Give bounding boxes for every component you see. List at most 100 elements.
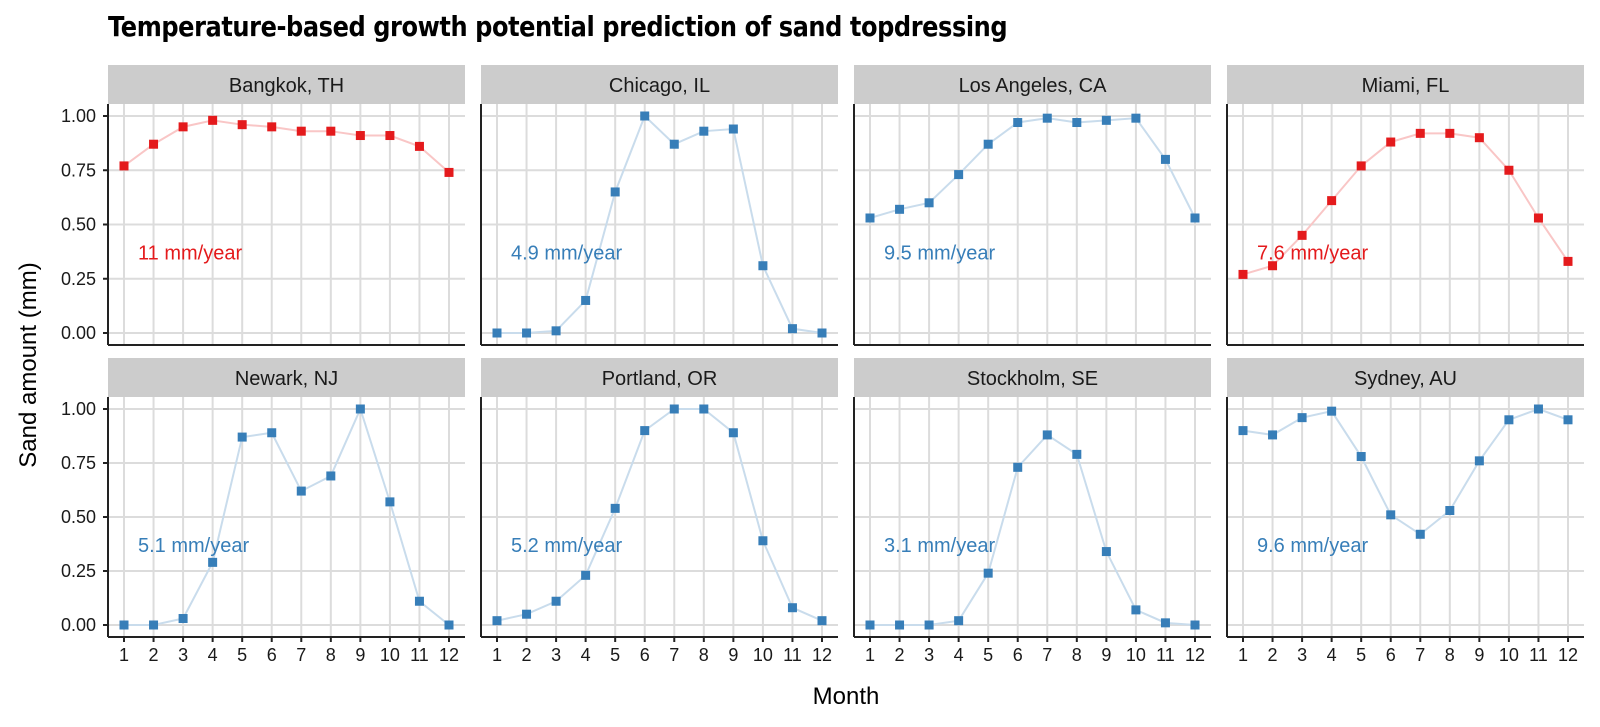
data-point — [522, 328, 532, 338]
data-point — [640, 111, 650, 121]
x-tick-label: 5 — [1356, 645, 1366, 665]
data-point — [581, 570, 591, 580]
data-point — [1504, 415, 1514, 425]
data-point — [954, 170, 964, 180]
data-point — [551, 326, 561, 336]
data-point — [1533, 404, 1543, 414]
data-point — [492, 328, 502, 338]
x-tick-label: 1 — [1238, 645, 1248, 665]
series-line — [870, 433, 1196, 626]
data-point — [326, 126, 336, 136]
data-point — [1101, 547, 1111, 557]
data-point — [787, 324, 797, 334]
data-point — [1013, 462, 1023, 472]
facet-panel: Los Angeles, CA 9.5 mm/year — [853, 65, 1211, 346]
data-point — [954, 616, 964, 626]
facet-strip-label: Stockholm, SE — [967, 368, 1098, 390]
data-point — [699, 126, 709, 136]
x-tick-label: 12 — [1185, 645, 1205, 665]
data-point — [1356, 161, 1366, 171]
data-point — [1042, 430, 1052, 440]
y-axis-title: Sand amount (mm) — [15, 262, 42, 467]
series-line — [123, 119, 450, 174]
x-tick-label: 9 — [1101, 645, 1111, 665]
data-point — [1386, 510, 1396, 520]
series-line — [1242, 132, 1569, 276]
x-tick-label: 4 — [954, 645, 964, 665]
facet-panel: Sydney, AU1 2 3 4 5 6 7 8 9 10 11 129.6 mm/year — [1226, 358, 1584, 665]
data-point — [669, 404, 679, 414]
x-tick-label: 10 — [1499, 645, 1519, 665]
data-point — [1415, 529, 1425, 539]
x-tick-label: 3 — [178, 645, 188, 665]
x-tick-label: 5 — [237, 645, 247, 665]
y-tick-label: 0.75 — [61, 160, 96, 180]
facet-panel: Stockholm, SE1 2 3 4 5 6 7 8 9 10 11 123.1 mm/year — [853, 358, 1211, 665]
annual-total-label: 11 mm/year — [138, 243, 242, 265]
x-tick-label: 6 — [1386, 645, 1396, 665]
y-tick-label: 0.00 — [61, 615, 96, 635]
x-tick-label: 12 — [439, 645, 459, 665]
data-point — [385, 131, 395, 141]
data-point — [728, 428, 738, 438]
facet-strip — [1227, 358, 1584, 397]
facet-strip — [108, 65, 465, 104]
facet-strip-label: Sydney, AU — [1354, 368, 1457, 390]
data-point — [1474, 456, 1484, 466]
data-point — [1474, 133, 1484, 143]
y-tick-label: 0.50 — [61, 507, 96, 527]
data-point — [1415, 128, 1425, 138]
facet-strip — [108, 358, 465, 397]
facet-panel: Bangkok, TH 0.00 0.25 0.50 0.75 1.00 11 mm/yea… — [61, 65, 465, 346]
data-point — [699, 404, 709, 414]
data-point — [178, 614, 188, 624]
data-point — [758, 261, 768, 271]
data-point — [1356, 452, 1366, 462]
x-tick-label: 10 — [753, 645, 773, 665]
data-point — [817, 328, 827, 338]
annual-total-label: 9.5 mm/year — [884, 243, 995, 265]
data-point — [669, 139, 679, 149]
data-point — [178, 122, 188, 132]
data-point — [355, 404, 365, 414]
data-point — [1013, 118, 1023, 128]
facet-strip-label: Portland, OR — [602, 368, 718, 390]
data-point — [1131, 113, 1141, 123]
x-tick-label: 11 — [410, 645, 429, 665]
x-tick-label: 6 — [1013, 645, 1023, 665]
x-tick-label: 7 — [1042, 645, 1052, 665]
facet-strip-label: Los Angeles, CA — [959, 75, 1108, 97]
y-tick-label: 0.75 — [61, 453, 96, 473]
x-tick-label: 8 — [1445, 645, 1455, 665]
x-tick-label: 7 — [1415, 645, 1425, 665]
data-point — [149, 620, 159, 630]
data-point — [208, 115, 218, 125]
x-tick-label: 8 — [1072, 645, 1082, 665]
annual-total-label: 3.1 mm/year — [884, 535, 995, 557]
data-point — [1238, 269, 1248, 279]
facet-strip-label: Bangkok, TH — [229, 75, 344, 97]
data-point — [267, 428, 277, 438]
data-point — [924, 620, 934, 630]
x-tick-label: 6 — [640, 645, 650, 665]
x-tick-label: 12 — [812, 645, 832, 665]
facet-strip-label: Chicago, IL — [609, 75, 710, 97]
x-tick-label: 9 — [355, 645, 365, 665]
data-point — [1445, 506, 1455, 516]
data-point — [551, 596, 561, 606]
x-tick-label: 2 — [895, 645, 905, 665]
x-tick-label: 5 — [610, 645, 620, 665]
data-point — [1297, 413, 1307, 423]
data-point — [1297, 230, 1307, 240]
facet-panel: Portland, OR1 2 3 4 5 6 7 8 9 10 11 125.2 mm/year — [480, 358, 838, 665]
x-tick-label: 11 — [1529, 645, 1548, 665]
x-tick-label: 8 — [699, 645, 709, 665]
chart-title: Temperature-based growth potential predi… — [108, 10, 1008, 43]
data-point — [1160, 618, 1170, 628]
x-tick-label: 1 — [119, 645, 129, 665]
x-tick-label: 9 — [1474, 645, 1484, 665]
x-tick-label: 1 — [492, 645, 502, 665]
x-tick-label: 6 — [267, 645, 277, 665]
data-point — [326, 471, 336, 481]
